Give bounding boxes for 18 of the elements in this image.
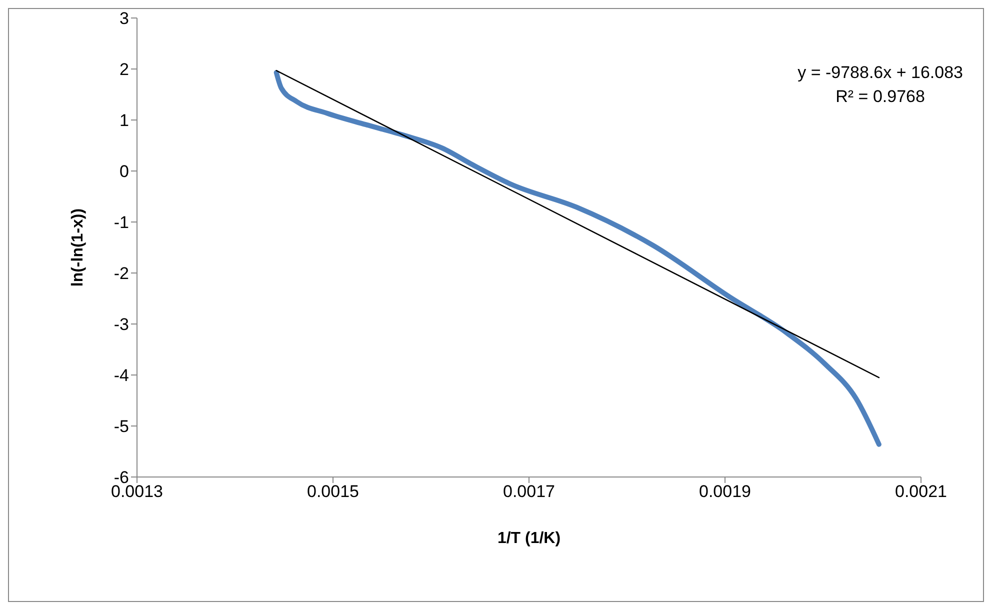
- x-tick-label: 0.0013: [111, 482, 163, 502]
- y-tick-label: 0: [120, 162, 129, 182]
- y-tick-label: -4: [114, 366, 129, 386]
- y-axis-title: ln(-ln(1-x)): [70, 208, 87, 287]
- x-axis-title: 1/T (1/K): [497, 530, 561, 547]
- y-tick-label: 2: [120, 60, 129, 80]
- annotation: R² = 0.9768: [834, 86, 926, 108]
- y-tick-label: -5: [114, 417, 129, 436]
- x-tick-label: 0.0019: [699, 482, 751, 502]
- y-tick-label: 3: [120, 9, 129, 28]
- y-tick-label: -3: [114, 315, 129, 334]
- y-tick-label: 1: [120, 111, 129, 130]
- x-tick-label: 0.0015: [307, 482, 359, 502]
- annotation: y = -9788.6x + 16.083: [798, 62, 963, 84]
- x-tick-label: 0.0021: [895, 482, 947, 502]
- y-tick-label: -1: [114, 213, 129, 232]
- x-tick-label: 0.0017: [503, 482, 555, 502]
- y-tick-label: -2: [114, 264, 129, 284]
